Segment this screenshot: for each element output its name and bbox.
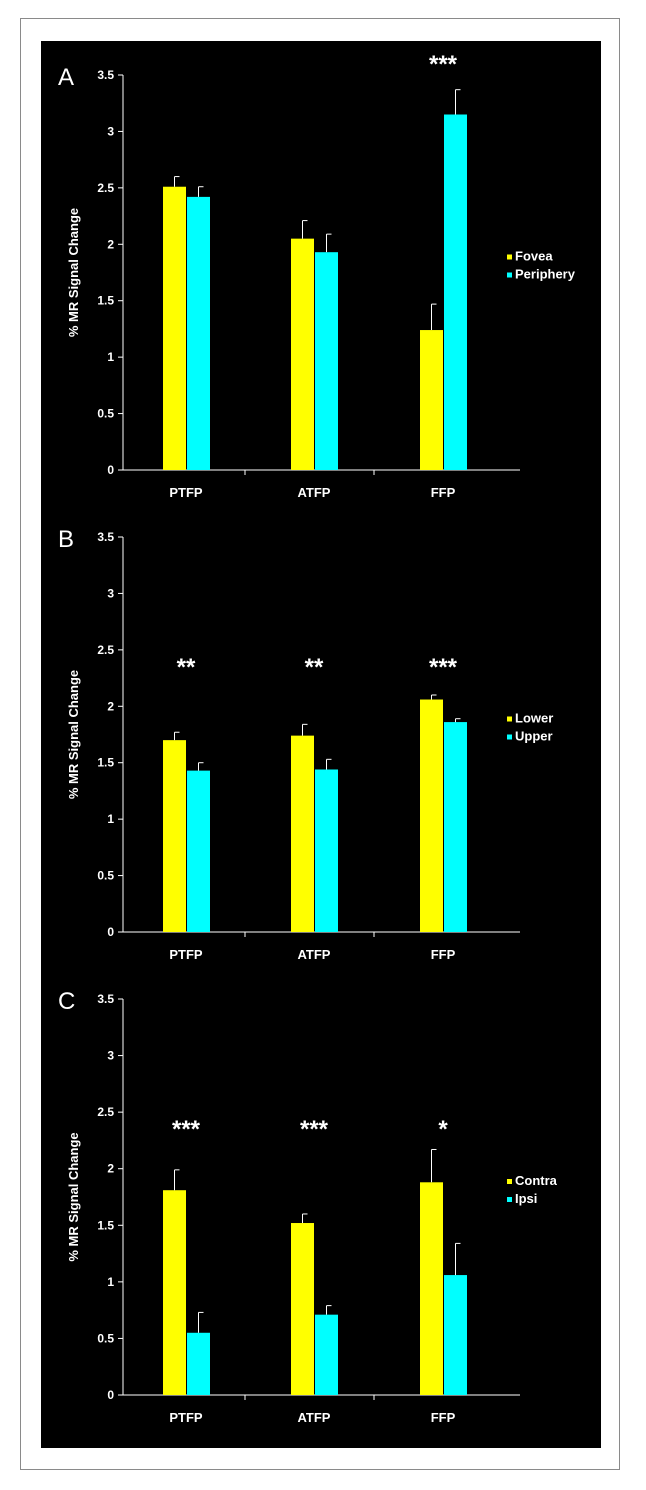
- legend-swatch-fovea: [507, 254, 512, 260]
- y-tick-label: 2: [107, 699, 114, 713]
- legend-label: Fovea: [515, 249, 553, 264]
- legend-label: Upper: [515, 729, 553, 744]
- y-tick-label: 3.5: [97, 530, 114, 544]
- chart-panel-a: A 0 0.5 1 1.5 2 2.5 3 3.5 % MR Signal Change PTFP A…: [58, 51, 576, 500]
- legend-swatch-contra: [507, 1179, 512, 1184]
- significance-marker: ***: [172, 1116, 201, 1143]
- bar-ipsi: [315, 1314, 338, 1395]
- category-label: PTFP: [169, 485, 203, 500]
- panel-letter: B: [58, 526, 74, 553]
- y-tick-label: 1.5: [97, 1218, 114, 1232]
- significance-marker: *: [438, 1116, 448, 1143]
- bar-fovea: [163, 186, 186, 470]
- y-tick-label: 2.5: [97, 1105, 114, 1119]
- category-label: FFP: [431, 947, 456, 962]
- y-tick-label: 0.5: [97, 407, 114, 421]
- legend-swatch-ipsi: [507, 1197, 512, 1202]
- y-tick-label: 0.5: [97, 1331, 114, 1345]
- y-tick-label: 2: [107, 1162, 114, 1176]
- y-tick-label: 2: [107, 237, 114, 251]
- y-axis-label: % MR Signal Change: [66, 670, 81, 799]
- category-label: FFP: [431, 485, 456, 500]
- legend-swatch-lower: [507, 716, 512, 722]
- category-label: PTFP: [169, 947, 203, 962]
- y-tick-label: 3: [107, 1049, 114, 1063]
- bar-ipsi: [187, 1332, 210, 1395]
- significance-marker: **: [177, 654, 196, 681]
- significance-marker: ***: [429, 51, 458, 78]
- bar-ipsi: [444, 1275, 467, 1395]
- y-tick-label: 0: [107, 1388, 114, 1402]
- y-tick-label: 0: [107, 925, 114, 939]
- y-axis-label: % MR Signal Change: [66, 208, 81, 337]
- y-tick-label: 0.5: [97, 869, 114, 883]
- y-tick-label: 3.5: [97, 68, 114, 82]
- category-label: ATFP: [298, 947, 331, 962]
- bar-lower: [163, 740, 186, 932]
- legend-label: Lower: [515, 711, 553, 726]
- legend-label: Ipsi: [515, 1191, 537, 1206]
- category-label: ATFP: [298, 1410, 331, 1425]
- y-tick-label: 1: [107, 350, 114, 364]
- significance-marker: ***: [300, 1116, 329, 1143]
- y-tick-label: 3.5: [97, 992, 114, 1006]
- bar-periphery: [315, 252, 338, 470]
- y-tick-label: 1: [107, 812, 114, 826]
- y-tick-label: 2.5: [97, 181, 114, 195]
- category-label: FFP: [431, 1410, 456, 1425]
- bar-contra: [291, 1223, 314, 1395]
- chart-panel-b: B 0 0.5 1 1.5 2 2.5 3 3.5 % MR Signal Change PTFP *…: [58, 526, 553, 962]
- bar-upper: [444, 722, 467, 932]
- panel-letter: A: [58, 64, 74, 91]
- bar-periphery: [444, 114, 467, 470]
- bar-contra: [420, 1182, 443, 1395]
- y-tick-label: 0: [107, 463, 114, 477]
- panel-letter: C: [58, 988, 75, 1015]
- y-tick-label: 1: [107, 1275, 114, 1289]
- legend-swatch-periphery: [507, 272, 512, 278]
- bar-periphery: [187, 196, 210, 470]
- y-tick-label: 1.5: [97, 294, 114, 308]
- bar-fovea: [291, 238, 314, 470]
- y-tick-label: 3: [107, 124, 114, 138]
- bar-fovea: [420, 330, 443, 470]
- y-tick-label: 1.5: [97, 756, 114, 770]
- significance-marker: **: [305, 654, 324, 681]
- category-label: ATFP: [298, 485, 331, 500]
- legend-label: Contra: [515, 1173, 558, 1188]
- bar-lower: [291, 735, 314, 932]
- bar-upper: [315, 769, 338, 932]
- bar-contra: [163, 1190, 186, 1395]
- chart-panel-c: C 0 0.5 1 1.5 2 2.5 3 3.5 % MR Signal Change PTFP *…: [58, 988, 558, 1425]
- bar-lower: [420, 699, 443, 932]
- significance-marker: ***: [429, 654, 458, 681]
- legend-label: Periphery: [515, 267, 576, 282]
- y-axis-label: % MR Signal Change: [66, 1132, 81, 1261]
- y-tick-label: 3: [107, 586, 114, 600]
- bar-upper: [187, 770, 210, 932]
- y-tick-label: 2.5: [97, 643, 114, 657]
- legend-swatch-upper: [507, 734, 512, 740]
- category-label: PTFP: [169, 1410, 203, 1425]
